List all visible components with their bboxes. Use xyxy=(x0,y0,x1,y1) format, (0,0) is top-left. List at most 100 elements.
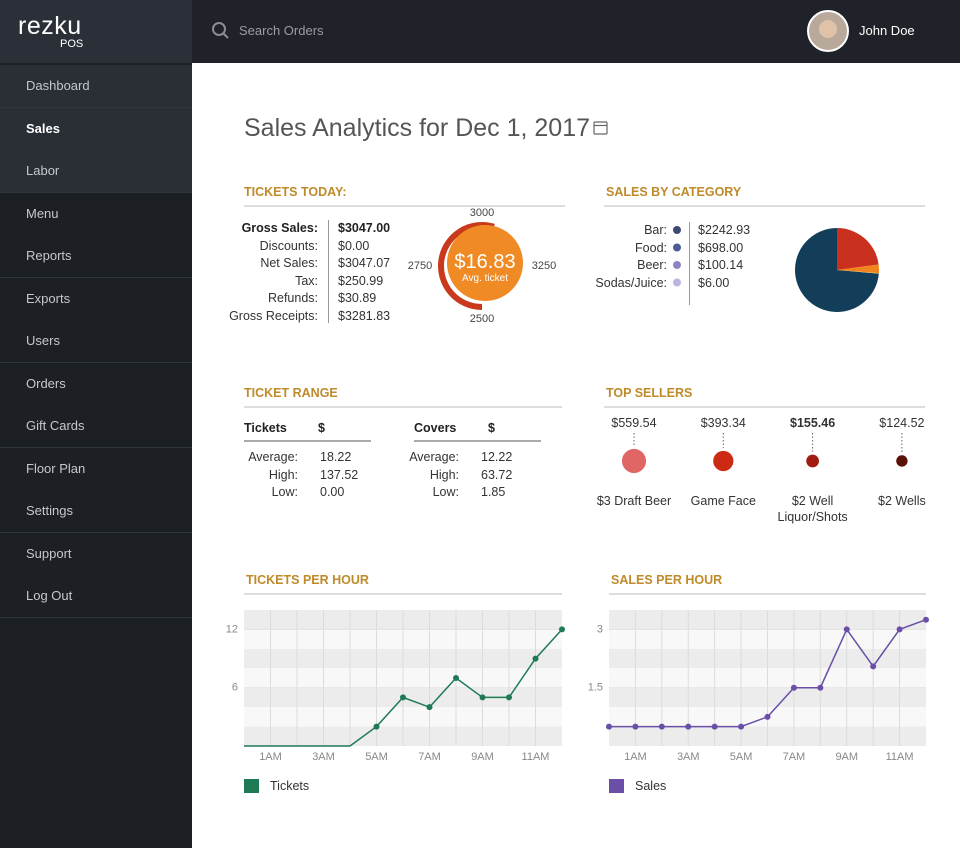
seller-name: Game Face xyxy=(690,494,756,508)
nav-item[interactable]: Reports xyxy=(0,235,192,278)
nav-item[interactable]: Labor xyxy=(0,150,192,193)
seller-name: $2 Well Liquor/Shots xyxy=(777,494,848,524)
legend-swatch xyxy=(609,779,624,793)
nav-label[interactable]: Floor Plan xyxy=(26,460,86,476)
nav-label[interactable]: Gift Cards xyxy=(26,418,85,433)
stat-label: Tax: xyxy=(295,273,318,288)
section-heading: TICKET RANGE xyxy=(244,386,338,400)
category-dot xyxy=(672,242,682,253)
range-value: 137.52 xyxy=(320,467,359,482)
nav-label[interactable]: Log Out xyxy=(26,588,73,603)
gauge-tick-label: 3250 xyxy=(532,260,556,272)
range-value: 18.22 xyxy=(320,450,352,464)
range-label: Average: xyxy=(248,450,298,464)
range-value: 0.00 xyxy=(320,485,345,499)
pie-slice xyxy=(837,228,879,270)
series-point xyxy=(870,663,877,670)
range-value: 12.22 xyxy=(481,450,513,464)
nav-label[interactable]: Menu xyxy=(26,205,59,221)
y-tick-label: 12 xyxy=(226,623,238,635)
series-point xyxy=(711,723,718,730)
range-label: High: xyxy=(268,467,298,482)
nav-label[interactable]: Dashboard xyxy=(26,78,90,93)
nav-item[interactable]: Floor Plan xyxy=(0,447,192,491)
seller-bubble xyxy=(896,455,908,467)
seller-value: $155.46 xyxy=(790,416,836,430)
pie-slice xyxy=(795,228,879,312)
range-value: 1.85 xyxy=(481,485,506,499)
legend-label: Sales xyxy=(635,779,667,793)
nav-item[interactable]: Orders xyxy=(0,362,192,406)
stat-value: $3047.07 xyxy=(338,256,391,270)
search-icon-circle xyxy=(212,22,226,36)
category-label: Food: xyxy=(635,240,667,255)
series-point xyxy=(532,655,539,662)
range-header: Covers xyxy=(414,421,457,435)
nav-item[interactable]: Gift Cards xyxy=(0,405,192,448)
gauge-value: $16.83 xyxy=(454,251,516,273)
seller-bubble xyxy=(621,448,647,474)
calendar-body xyxy=(593,121,608,135)
nav-item[interactable]: Settings xyxy=(0,490,192,533)
category-dot xyxy=(672,260,682,270)
series-point xyxy=(373,723,380,730)
range-header: Tickets xyxy=(244,421,287,435)
section-heading: SALES PER HOUR xyxy=(611,573,723,587)
search-input[interactable]: Search Orders xyxy=(239,23,324,38)
nav-item[interactable]: Exports xyxy=(0,277,192,321)
stat-label: Gross Sales: xyxy=(241,221,318,235)
gauge-face xyxy=(447,225,523,301)
category-value: $100.14 xyxy=(698,258,744,272)
series-point xyxy=(790,684,797,691)
range-header: $ xyxy=(318,421,325,435)
series-point xyxy=(738,723,745,730)
nav-label[interactable]: Sales xyxy=(26,120,60,136)
legend-label: Tickets xyxy=(270,779,310,793)
nav-label[interactable]: Exports xyxy=(26,290,71,306)
x-tick-label: 3AM xyxy=(677,751,700,763)
nav-item[interactable]: Sales xyxy=(0,107,192,151)
calendar-icon xyxy=(593,121,608,135)
x-tick-label: 11AM xyxy=(886,751,914,763)
gauge-tick-label: 2750 xyxy=(408,260,432,272)
nav-item[interactable]: Menu xyxy=(0,192,192,236)
logo-area xyxy=(0,0,192,63)
nav-label[interactable]: Support xyxy=(26,545,72,561)
stat-value: $3281.83 xyxy=(338,308,391,323)
nav-item[interactable]: Users xyxy=(0,320,192,363)
series-point xyxy=(426,704,433,711)
seller-name: $2 Wells xyxy=(878,494,926,508)
nav-item[interactable]: Dashboard xyxy=(0,65,192,108)
section-heading: TICKETS PER HOUR xyxy=(246,573,369,587)
series-point xyxy=(896,626,903,633)
x-tick-label: 3AM xyxy=(312,751,335,763)
search-icon-handle xyxy=(222,32,229,39)
nav-label[interactable]: Settings xyxy=(26,503,73,518)
nav-label[interactable]: Labor xyxy=(26,163,60,178)
range-label: High: xyxy=(429,467,459,482)
nav-item[interactable]: Log Out xyxy=(0,575,192,618)
nav-label[interactable]: Orders xyxy=(26,375,66,391)
x-tick-label: 9AM xyxy=(471,751,494,763)
series-point xyxy=(658,723,665,730)
series-point xyxy=(400,694,406,701)
series-point xyxy=(923,616,929,623)
seller-value: $124.52 xyxy=(879,416,925,430)
series-point xyxy=(764,713,771,720)
nav-item[interactable]: Support xyxy=(0,532,192,576)
stat-label: Refunds: xyxy=(267,291,318,305)
x-tick-label: 9AM xyxy=(835,751,858,763)
stat-label: Discounts: xyxy=(259,238,318,253)
series-point xyxy=(817,684,824,691)
series-point xyxy=(606,723,612,730)
y-tick-label: 1.5 xyxy=(588,682,603,694)
nav-label[interactable]: Reports xyxy=(26,248,72,263)
nav-label[interactable]: Users xyxy=(26,333,60,348)
seller-value: $559.54 xyxy=(611,416,657,430)
user-name[interactable]: John Doe xyxy=(859,23,915,38)
search-icon xyxy=(212,22,229,39)
category-value: $2242.93 xyxy=(698,223,751,237)
series-point xyxy=(479,694,486,701)
